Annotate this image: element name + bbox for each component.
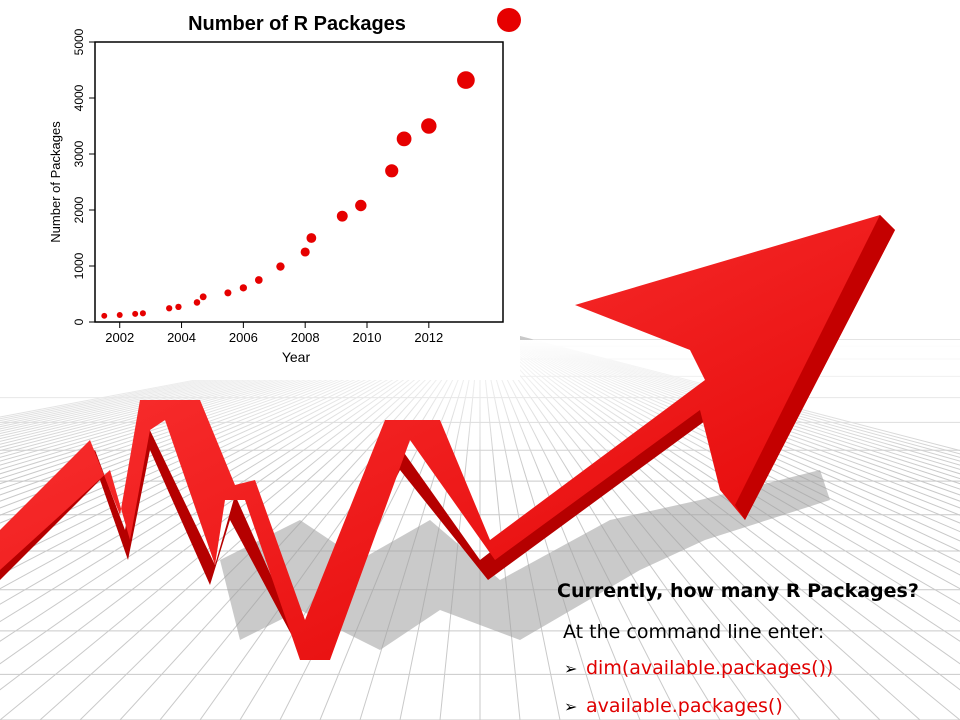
data-point: [224, 289, 232, 297]
arrow-head-side: [735, 215, 895, 520]
y-tick-label: 4000: [72, 84, 86, 111]
data-point: [116, 312, 123, 318]
data-point: [421, 118, 437, 134]
bullet-text: dim(available.packages()): [586, 657, 834, 679]
data-point: [276, 262, 285, 271]
data-point: [254, 276, 263, 284]
y-tick-label: 3000: [72, 140, 86, 167]
data-point: [355, 199, 367, 212]
x-tick-label: 2002: [105, 330, 134, 345]
y-axis: 0 1000 2000 3000 4000 5000: [72, 28, 95, 325]
x-tick-label: 2010: [353, 330, 382, 345]
y-tick-label: 2000: [72, 196, 86, 223]
bullet-item-available-packages: ➢ available.packages(): [564, 695, 783, 717]
data-point: [101, 312, 108, 319]
data-point: [385, 164, 399, 178]
data-point: [239, 284, 248, 292]
x-tick-label: 2008: [291, 330, 320, 345]
slide-question: Currently, how many R Packages?: [557, 580, 919, 602]
chart-title: Number of R Packages: [188, 13, 406, 35]
data-point: [300, 247, 310, 257]
data-points: [101, 71, 475, 319]
decorative-red-dot: [497, 8, 521, 32]
data-point: [306, 233, 317, 243]
slide-instruction: At the command line enter:: [563, 621, 825, 643]
data-point: [175, 303, 182, 311]
r-packages-chart: Number of R Packages 2002 2004 2006 2008 201…: [0, 0, 520, 380]
data-point: [193, 299, 201, 306]
chart-background: [0, 0, 520, 380]
data-point: [199, 293, 207, 301]
x-tick-label: 2012: [414, 330, 443, 345]
arrow-bullet-icon: ➢: [564, 697, 578, 716]
x-tick-label: 2006: [229, 330, 258, 345]
bullet-item-dim-available-packages: ➢ dim(available.packages()): [564, 657, 833, 679]
arrow-shadow: [220, 470, 830, 650]
y-tick-label: 5000: [72, 28, 86, 55]
x-tick-label: 2004: [167, 330, 196, 345]
data-point: [457, 71, 475, 89]
plot-frame: [94, 41, 504, 323]
data-point: [396, 131, 412, 147]
bullet-text: available.packages(): [586, 695, 783, 717]
x-axis-label: Year: [282, 349, 311, 365]
data-point: [166, 305, 173, 312]
y-tick-label: 0: [72, 318, 86, 325]
data-point: [139, 310, 146, 317]
y-axis-label: Number of Packages: [48, 121, 63, 243]
data-point: [132, 310, 139, 317]
arrow-bullet-icon: ➢: [564, 659, 578, 678]
x-axis: 2002 2004 2006 2008 2010 2012: [105, 322, 443, 345]
y-tick-label: 1000: [72, 252, 86, 279]
arrow-face: [0, 215, 895, 660]
data-point: [336, 210, 348, 222]
